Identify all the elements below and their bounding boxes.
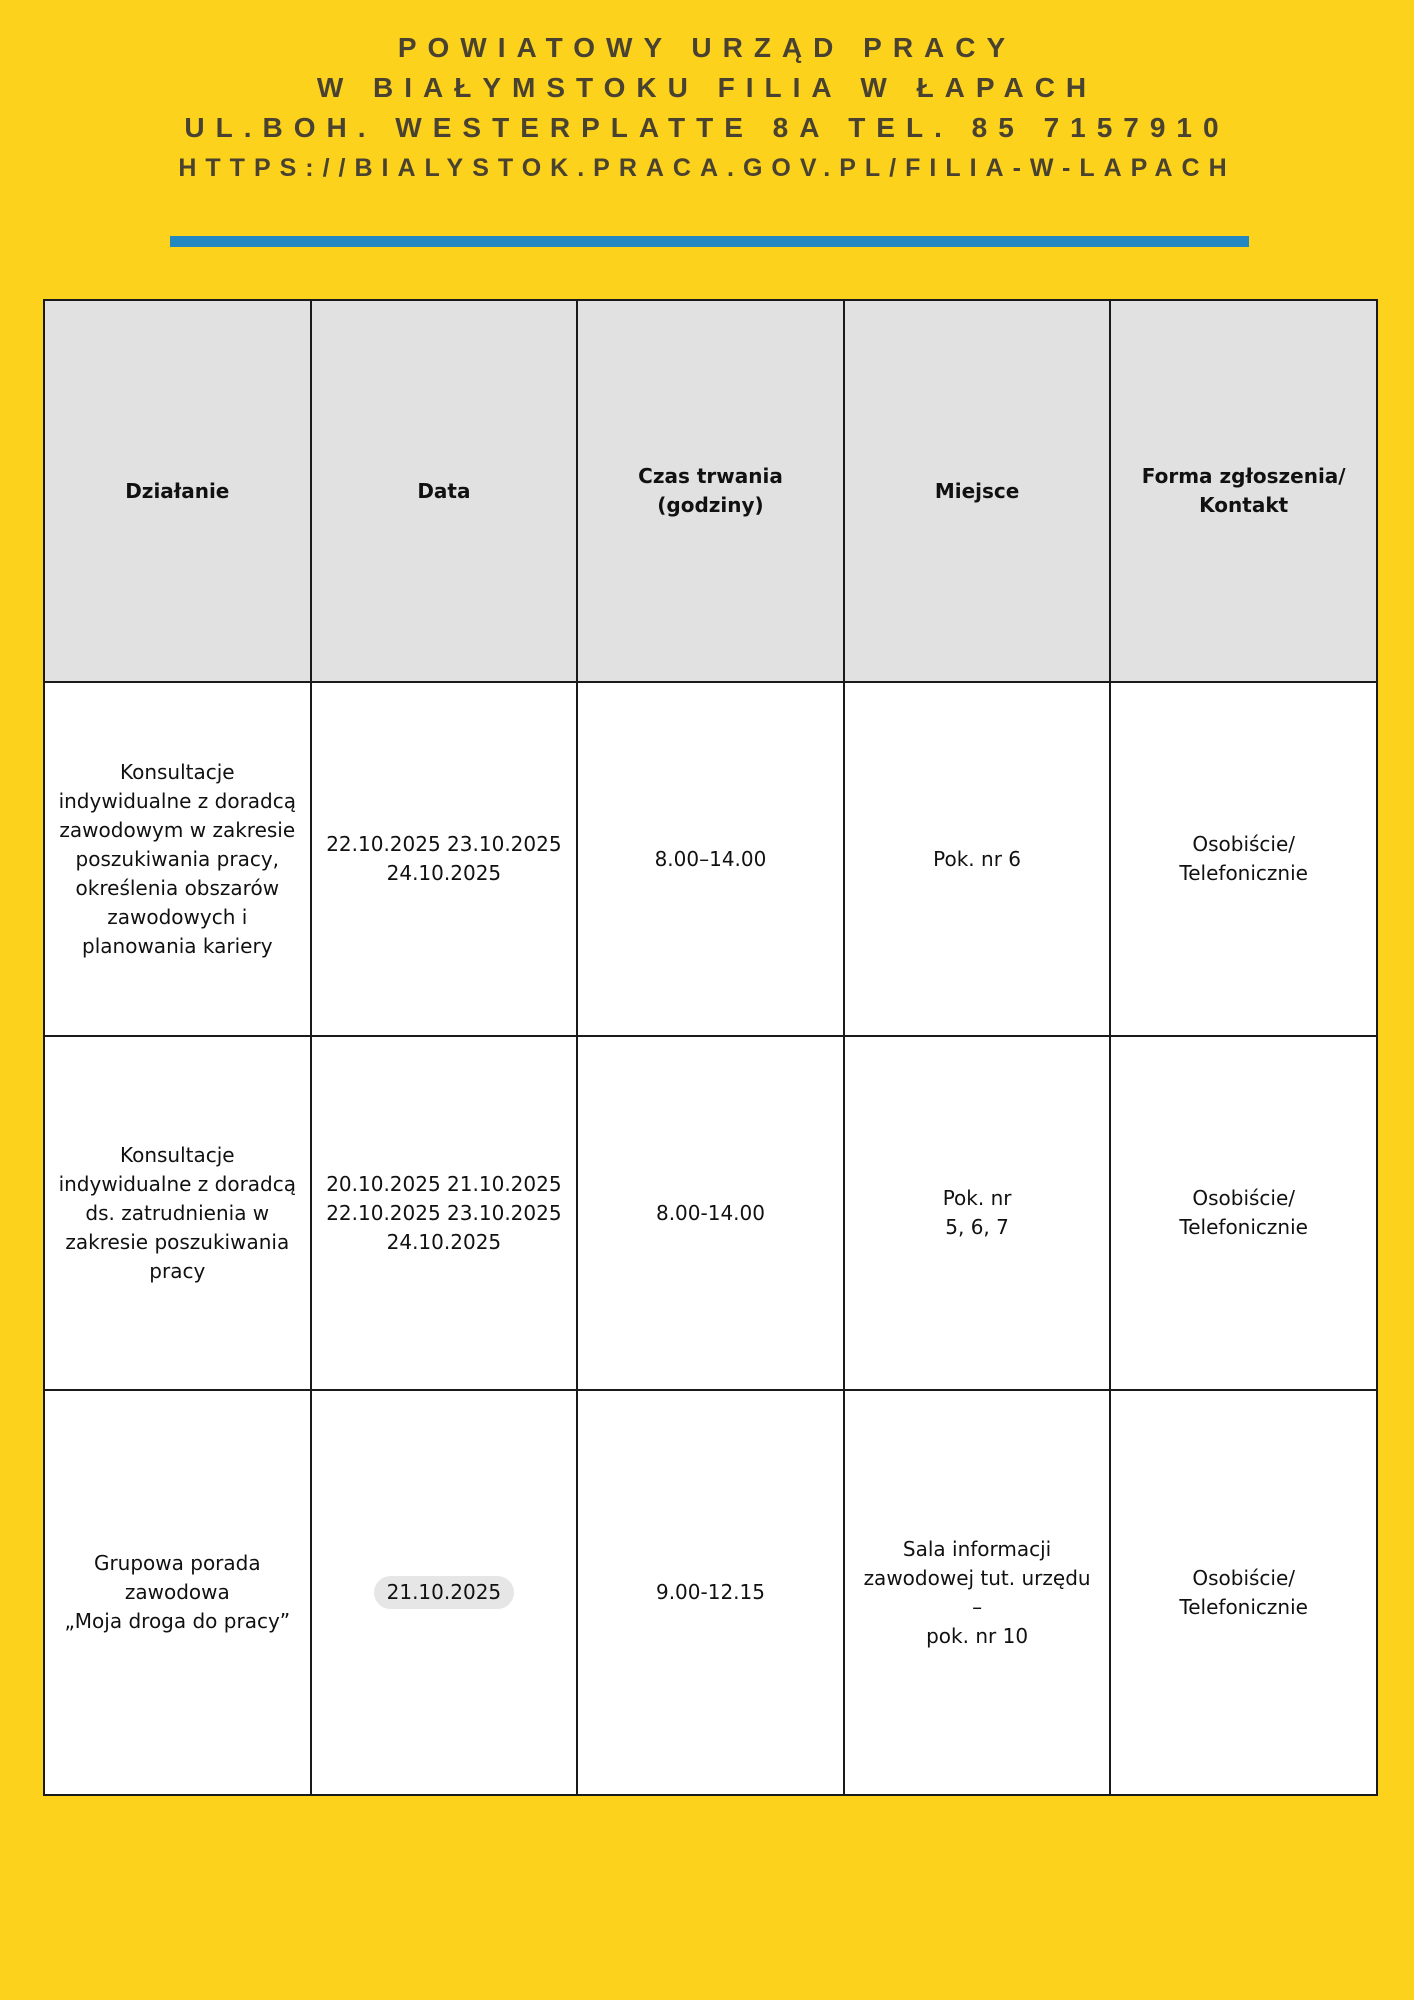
cell-activity: Konsultacje indywidualne z doradcą ds. z… [43, 1035, 312, 1391]
table-row: Grupowa porada zawodowa „Moja droga do p… [43, 1389, 1378, 1796]
office-header: POWIATOWY URZĄD PRACY W BIAŁYMSTOKU FILI… [0, 28, 1414, 188]
table-row: Konsultacje indywidualne z doradcą ds. z… [43, 1035, 1378, 1391]
cell-duration: 9.00-12.15 [576, 1389, 845, 1796]
cell-contact: Osobiście/ Telefonicznie [1109, 1389, 1378, 1796]
cell-duration: 8.00-14.00 [576, 1035, 845, 1391]
cell-activity: Konsultacje indywidualne z doradcą zawod… [43, 681, 312, 1037]
cell-duration: 8.00–14.00 [576, 681, 845, 1037]
office-website: HTTPS://BIALYSTOK.PRACA.GOV.PL/FILIA-W-L… [178, 154, 1236, 182]
table-header-row: Działanie Data Czas trwania (godziny) Mi… [43, 299, 1378, 683]
cell-contact: Osobiście/ Telefonicznie [1109, 1035, 1378, 1391]
date-highlight: 21.10.2025 [373, 1576, 515, 1609]
office-address: UL.BOH. WESTERPLATTE 8A TEL. 85 7157910 [184, 112, 1230, 143]
office-name: POWIATOWY URZĄD PRACY [397, 32, 1017, 63]
column-header-place: Miejsce [842, 299, 1112, 683]
office-branch: W BIAŁYMSTOKU FILIA W ŁAPACH [316, 72, 1098, 103]
cell-activity: Grupowa porada zawodowa „Moja droga do p… [43, 1389, 312, 1796]
cell-date: 22.10.2025 23.10.2025 24.10.2025 [309, 681, 579, 1037]
column-header-date: Data [309, 299, 579, 683]
accent-divider [170, 236, 1249, 247]
schedule-table: Działanie Data Czas trwania (godziny) Mi… [43, 299, 1378, 1796]
table-row: Konsultacje indywidualne z doradcą zawod… [43, 681, 1378, 1037]
cell-date: 20.10.2025 21.10.2025 22.10.2025 23.10.2… [309, 1035, 579, 1391]
cell-place: Pok. nr 6 [842, 681, 1112, 1037]
cell-place: Pok. nr 5, 6, 7 [842, 1035, 1112, 1391]
column-header-contact: Forma zgłoszenia/ Kontakt [1109, 299, 1378, 683]
cell-date: 21.10.2025 [309, 1389, 579, 1796]
cell-contact: Osobiście/ Telefonicznie [1109, 681, 1378, 1037]
column-header-duration: Czas trwania (godziny) [576, 299, 845, 683]
cell-place: Sala informacji zawodowej tut. urzędu – … [842, 1389, 1112, 1796]
column-header-activity: Działanie [43, 299, 312, 683]
